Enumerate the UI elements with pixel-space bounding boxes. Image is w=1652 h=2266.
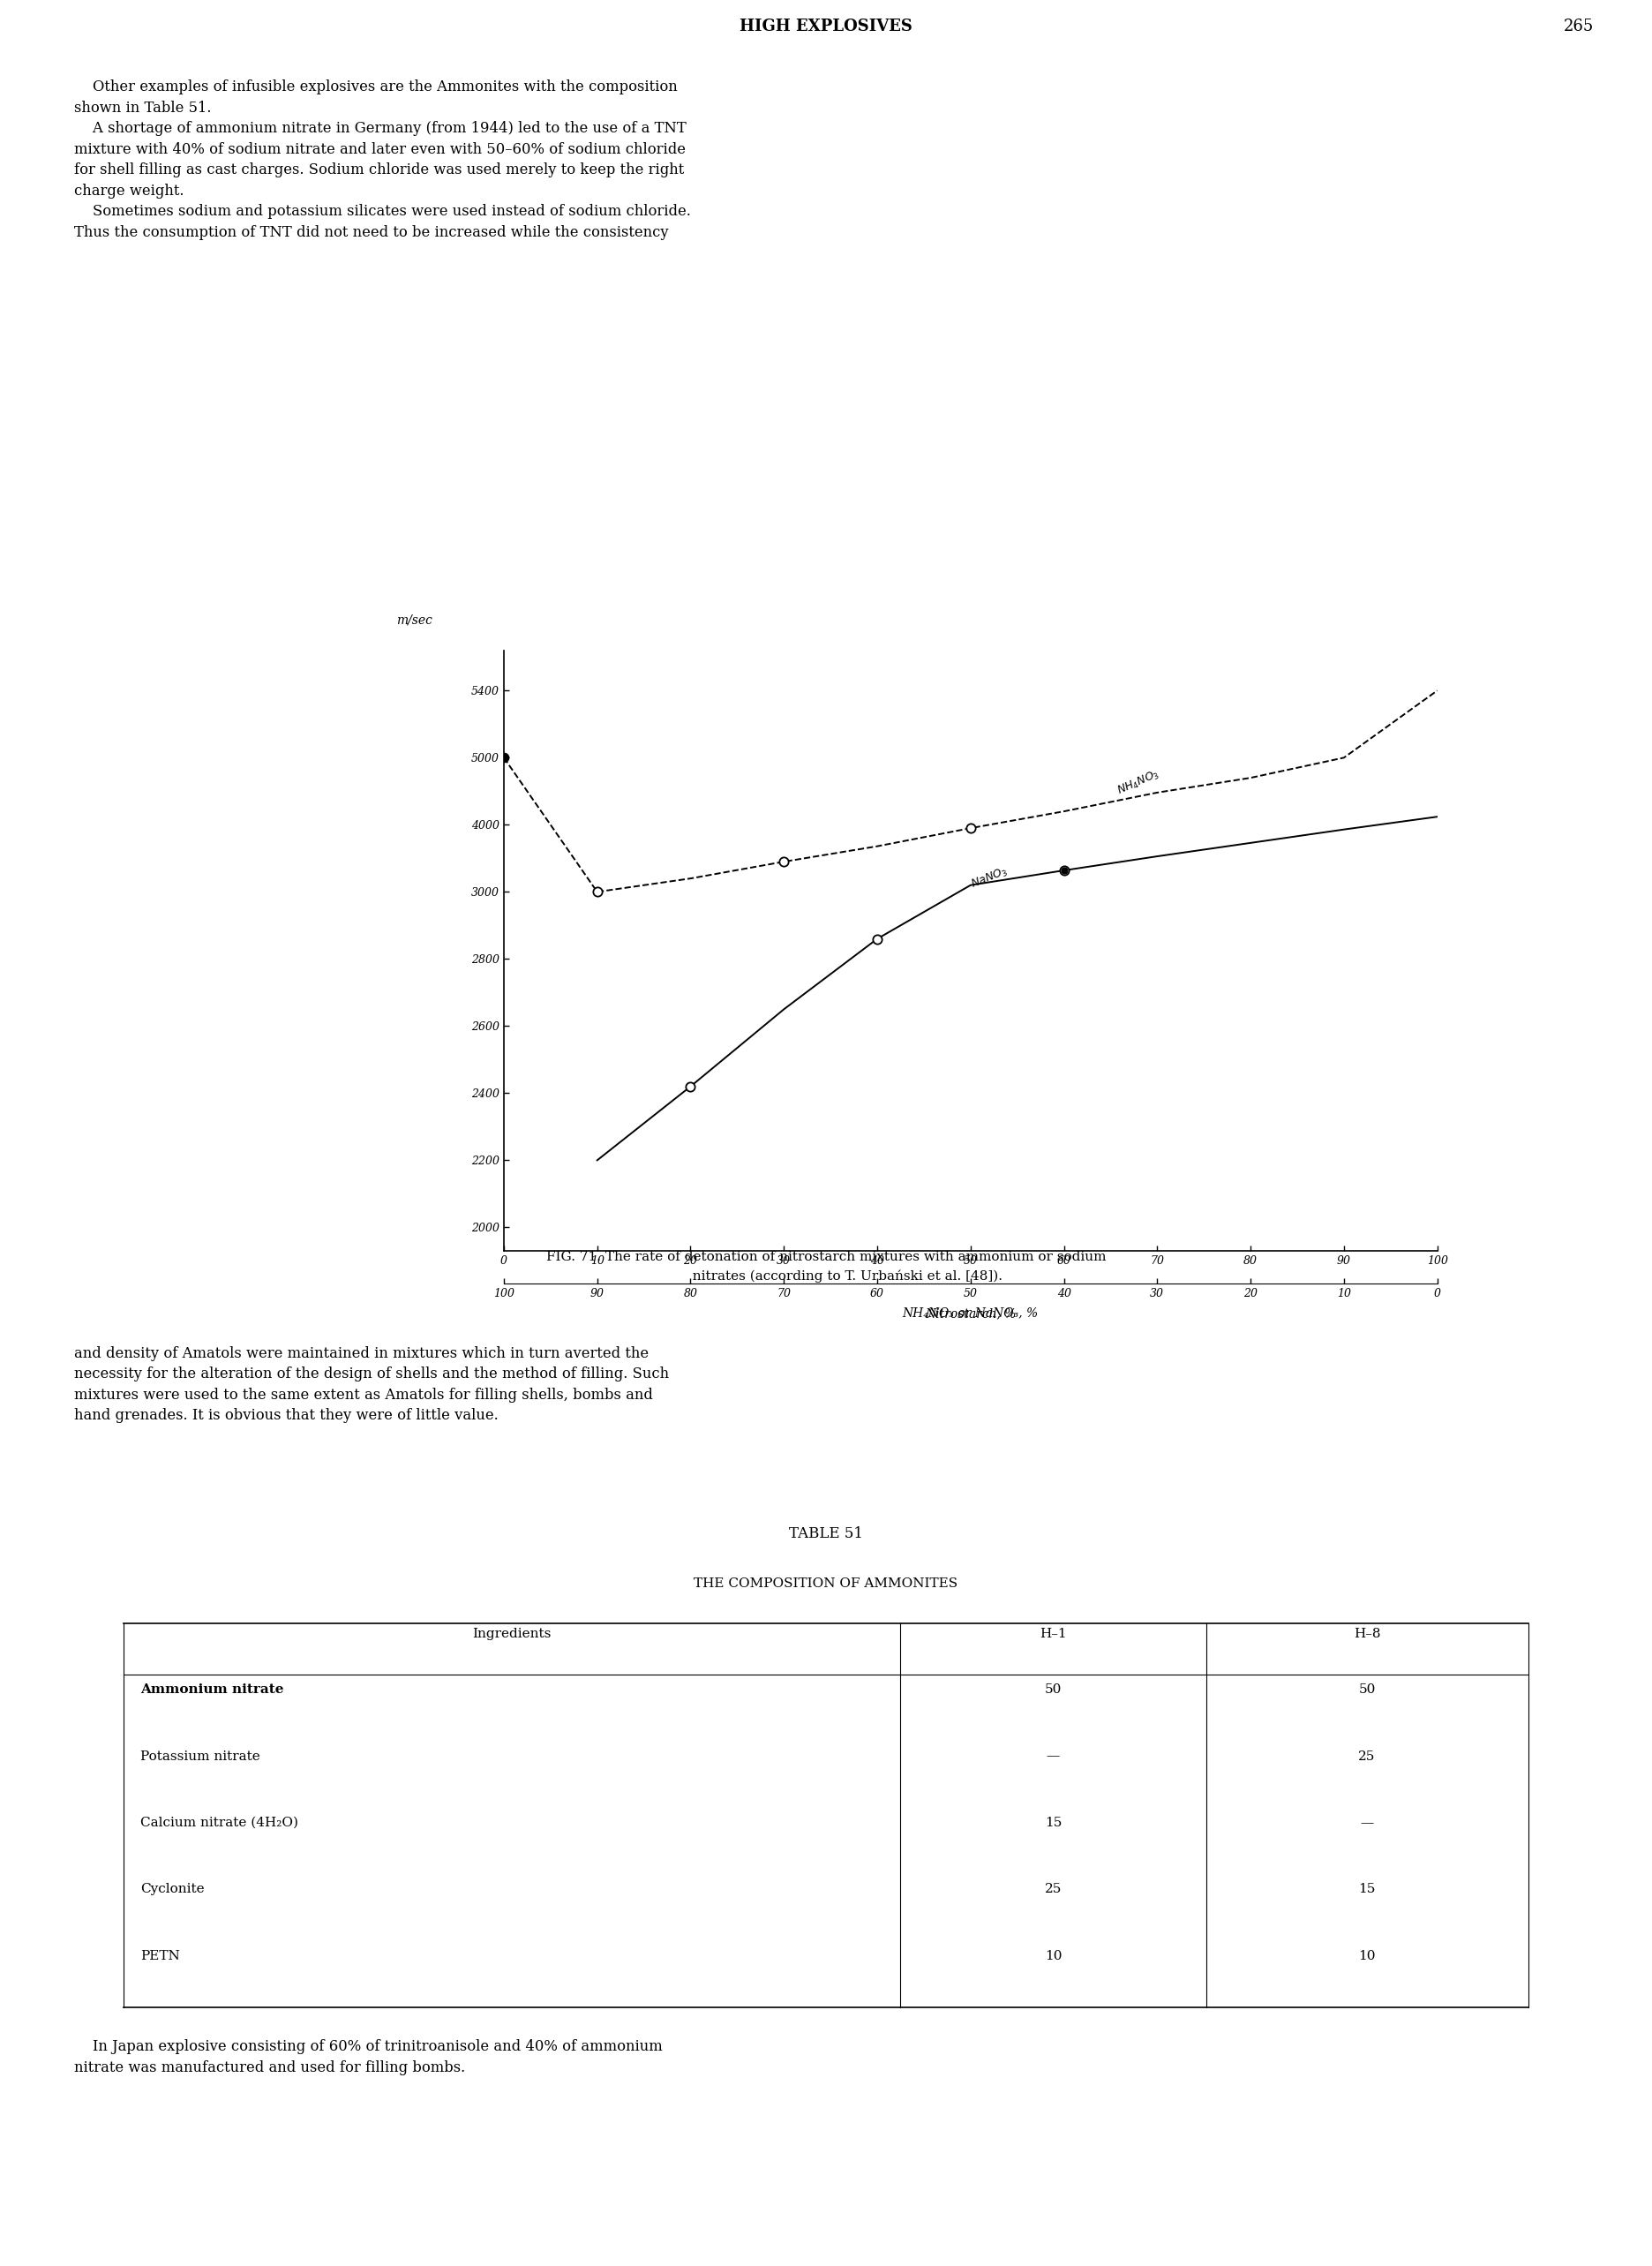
Text: 15: 15 bbox=[1358, 1883, 1376, 1897]
Text: 10: 10 bbox=[1358, 1949, 1376, 1962]
Text: FIG. 71. The rate of detonation of nitrostarch mixtures with ammonium or sodium
: FIG. 71. The rate of detonation of nitro… bbox=[547, 1251, 1105, 1283]
Point bbox=[771, 843, 798, 879]
Point bbox=[585, 875, 611, 911]
Text: In Japan explosive consisting of 60% of trinitroanisole and 40% of ammonium
nitr: In Japan explosive consisting of 60% of … bbox=[74, 2039, 662, 2076]
Point bbox=[958, 809, 985, 845]
Text: m/sec: m/sec bbox=[396, 614, 433, 625]
Text: THE COMPOSITION OF AMMONITES: THE COMPOSITION OF AMMONITES bbox=[694, 1577, 958, 1588]
Text: 50: 50 bbox=[1358, 1684, 1376, 1695]
Text: Ammonium nitrate: Ammonium nitrate bbox=[140, 1684, 284, 1695]
Text: —: — bbox=[1046, 1749, 1061, 1763]
Text: 50: 50 bbox=[1044, 1684, 1062, 1695]
Point bbox=[864, 920, 890, 956]
Text: 15: 15 bbox=[1044, 1817, 1062, 1829]
Text: H–8: H–8 bbox=[1353, 1627, 1381, 1641]
Text: Ingredients: Ingredients bbox=[472, 1627, 552, 1641]
Text: Other examples of infusible explosives are the Ammonites with the composition
sh: Other examples of infusible explosives a… bbox=[74, 79, 691, 240]
Text: PETN: PETN bbox=[140, 1949, 180, 1962]
Text: 25: 25 bbox=[1358, 1749, 1376, 1763]
Text: 10: 10 bbox=[1044, 1949, 1062, 1962]
Text: and density of Amatols were maintained in mixtures which in turn averted the
nec: and density of Amatols were maintained i… bbox=[74, 1346, 669, 1423]
X-axis label: NH₄NO₃ or NaNO₃, %: NH₄NO₃ or NaNO₃, % bbox=[902, 1307, 1039, 1319]
Point bbox=[677, 1067, 704, 1104]
Text: Calcium nitrate (4H₂O): Calcium nitrate (4H₂O) bbox=[140, 1817, 299, 1829]
Point bbox=[1051, 852, 1077, 888]
Text: —: — bbox=[1360, 1817, 1374, 1829]
Text: TABLE 51: TABLE 51 bbox=[790, 1527, 862, 1541]
Text: $NaNO_3$: $NaNO_3$ bbox=[970, 866, 1009, 893]
Text: H–1: H–1 bbox=[1039, 1627, 1067, 1641]
Text: Cyclonite: Cyclonite bbox=[140, 1883, 205, 1897]
Text: Nitrostarch, %: Nitrostarch, % bbox=[925, 1307, 1016, 1321]
Text: 25: 25 bbox=[1044, 1883, 1062, 1897]
Text: 265: 265 bbox=[1564, 18, 1594, 34]
Text: Potassium nitrate: Potassium nitrate bbox=[140, 1749, 261, 1763]
Text: $NH_4NO_3$: $NH_4NO_3$ bbox=[1115, 768, 1161, 798]
Point bbox=[1051, 852, 1077, 888]
Point bbox=[491, 739, 517, 775]
Text: HIGH EXPLOSIVES: HIGH EXPLOSIVES bbox=[740, 18, 912, 34]
